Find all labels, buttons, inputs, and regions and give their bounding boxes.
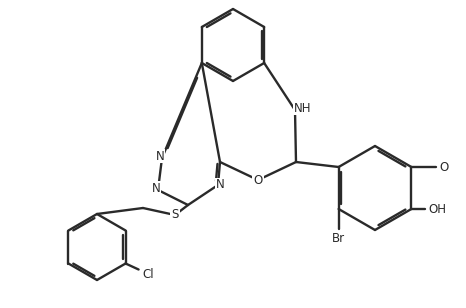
Text: O: O (440, 160, 449, 173)
Text: S: S (171, 209, 178, 221)
Text: N: N (216, 179, 224, 192)
Text: N: N (156, 149, 164, 163)
Text: Br: Br (332, 233, 345, 245)
Text: NH: NH (294, 102, 312, 115)
Text: OH: OH (428, 202, 446, 216)
Text: N: N (151, 181, 160, 194)
Text: Cl: Cl (143, 268, 154, 281)
Text: O: O (254, 173, 263, 187)
